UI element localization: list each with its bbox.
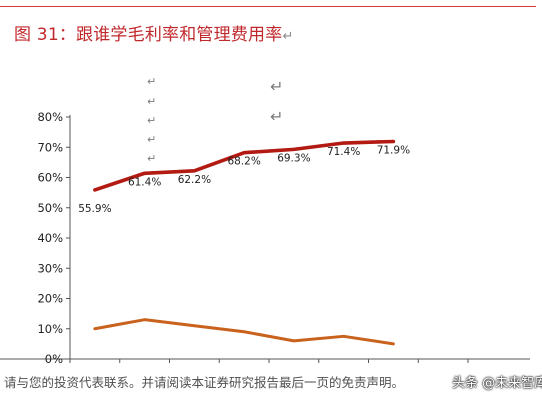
return-mark-icon: ↵ — [270, 107, 284, 126]
figure-title-text: 图 31：跟谁学毛利率和管理费用率 — [14, 25, 283, 45]
gross-margin-point — [193, 169, 196, 172]
return-mark-icon: ↵ — [147, 114, 157, 127]
admin-expense-point — [292, 339, 295, 342]
y-tick-label: 0% — [45, 352, 63, 366]
admin-expense-point — [243, 330, 246, 333]
top-rule — [0, 6, 536, 7]
data-label: 71.4% — [327, 146, 360, 158]
y-tick-label: 80% — [37, 110, 63, 124]
y-tick-label: 10% — [37, 322, 63, 336]
data-label: 68.2% — [227, 156, 260, 168]
gross-margin-line — [93, 139, 396, 192]
return-mark-icon: ↵ — [147, 95, 157, 108]
y-tick-label: 70% — [37, 140, 63, 154]
admin-expense-point — [93, 327, 96, 330]
return-mark-icon: ↵ — [270, 77, 284, 96]
y-tick-label: 60% — [37, 171, 63, 185]
data-label: 69.3% — [277, 152, 310, 164]
chart-lines — [93, 139, 396, 346]
admin-expense-point — [193, 324, 196, 327]
admin-expense-point — [143, 318, 146, 321]
data-label: 55.9% — [78, 203, 111, 215]
gross-margin-point — [243, 151, 246, 154]
watermark: 头条 @未来智库 — [452, 376, 542, 391]
data-label: 71.9% — [377, 145, 410, 157]
admin-expense-point — [342, 335, 345, 338]
return-mark-icon: ↵ — [282, 29, 294, 44]
y-tick-label: 50% — [37, 201, 63, 215]
admin-expense-point — [392, 342, 395, 345]
chart-axes: 0% 10% 20% 30% 40% 50% 60% 70% 80% — [0, 110, 530, 366]
return-mark-icon: ↵ — [147, 75, 157, 88]
return-mark-icon: ↵ — [147, 133, 157, 146]
gross-margin-point — [292, 148, 295, 151]
y-tick-label: 20% — [37, 292, 63, 306]
chart-data-labels: 55.9% 61.4% 62.2% 68.2% 69.3% 71.4% 71.9% — [78, 145, 410, 215]
gross-margin-point — [392, 140, 395, 143]
y-tick-label: 30% — [37, 261, 63, 275]
gross-margin-point — [143, 172, 146, 175]
return-mark-icon: ↵ — [147, 152, 157, 165]
admin-expense-line — [93, 318, 395, 346]
gross-margin-point — [342, 141, 345, 144]
data-label: 62.2% — [178, 174, 211, 186]
figure-title: 图 31：跟谁学毛利率和管理费用率↵ — [14, 20, 294, 45]
data-label: 61.4% — [128, 176, 161, 188]
y-tick-label: 40% — [37, 231, 63, 245]
gross-margin-point — [93, 188, 96, 191]
disclaimer-text: 请与您的投资代表联系。并请阅读本证券研究报告最后一页的免责声明。 — [4, 375, 405, 390]
